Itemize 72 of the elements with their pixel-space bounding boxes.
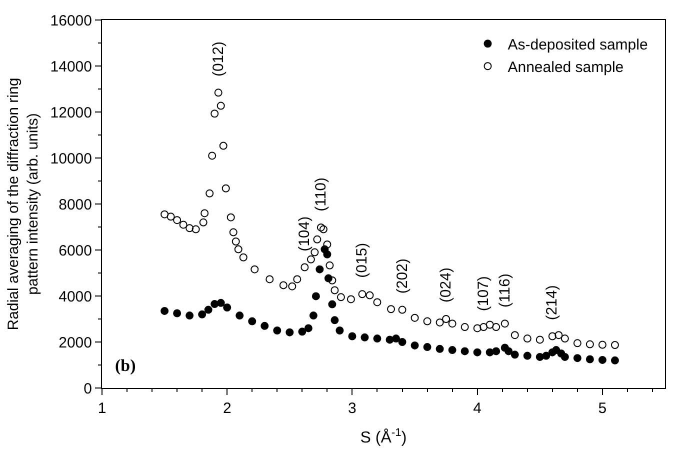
point	[423, 343, 432, 352]
point	[236, 312, 244, 320]
y-tick-label: 6000	[58, 242, 92, 260]
annotation: (107)	[475, 276, 492, 312]
point	[586, 355, 594, 364]
x-tick-label: 2	[222, 400, 232, 417]
annotation: (104)	[296, 216, 313, 252]
point	[323, 250, 332, 258]
y-axis-title: Radial averaging of the diffraction ring pattern intensity (arb. units)	[5, 78, 42, 330]
point	[316, 265, 324, 274]
point	[473, 348, 482, 356]
annotation: (110)	[312, 177, 330, 212]
annotation: (b)	[115, 356, 136, 375]
point	[492, 347, 500, 356]
point	[336, 326, 344, 334]
point	[173, 309, 182, 318]
y-tick-label: 10000	[50, 150, 92, 168]
point	[436, 344, 444, 353]
point	[398, 338, 406, 346]
y-tick-label: 4000	[58, 288, 92, 306]
annotation: (012)	[210, 42, 228, 77]
point	[160, 306, 169, 315]
annotation: (202)	[394, 258, 411, 294]
point	[486, 348, 494, 356]
legend-label: Annealed sample	[508, 58, 624, 76]
point	[309, 312, 318, 320]
point	[504, 347, 513, 356]
point	[392, 334, 400, 343]
point	[460, 347, 469, 356]
point	[273, 326, 282, 334]
point	[304, 324, 312, 332]
point	[198, 310, 206, 318]
annotation: (116)	[496, 274, 514, 308]
legend-label: As-deposited sample	[508, 36, 648, 54]
point	[410, 341, 419, 350]
point	[298, 328, 306, 336]
annotation: (015)	[354, 242, 371, 278]
y-tick-label: 14000	[50, 58, 92, 76]
point	[223, 304, 232, 312]
point	[510, 350, 519, 359]
x-tick-label: 5	[598, 400, 607, 417]
y-tick-label: 8000	[58, 196, 92, 214]
point	[328, 300, 336, 308]
point	[248, 317, 256, 326]
point	[542, 352, 550, 360]
point	[573, 354, 582, 362]
point	[610, 356, 619, 364]
x-tick-label: 4	[473, 400, 482, 417]
point	[330, 316, 339, 324]
point	[448, 346, 456, 354]
y-tick-label: 0	[84, 380, 92, 398]
y-tick-label: 12000	[50, 104, 92, 122]
point	[598, 356, 606, 364]
point	[286, 328, 294, 336]
x-tick-label: 3	[348, 400, 356, 417]
point	[373, 334, 382, 343]
point	[260, 322, 269, 330]
y-tick-label: 16000	[50, 12, 92, 30]
annotation: (024)	[438, 268, 455, 303]
y-tick-label: 2000	[58, 334, 92, 352]
x-tick-label: 1	[98, 400, 106, 417]
point	[560, 352, 569, 361]
point	[186, 312, 194, 320]
point	[523, 352, 532, 360]
annotation: (214)	[544, 285, 561, 320]
x-axis-title: S (Å$^{-1}$)	[360, 426, 407, 447]
point	[216, 298, 225, 307]
point	[348, 332, 356, 340]
point	[204, 306, 212, 314]
point	[312, 292, 320, 300]
point	[210, 300, 219, 308]
point	[360, 333, 369, 342]
